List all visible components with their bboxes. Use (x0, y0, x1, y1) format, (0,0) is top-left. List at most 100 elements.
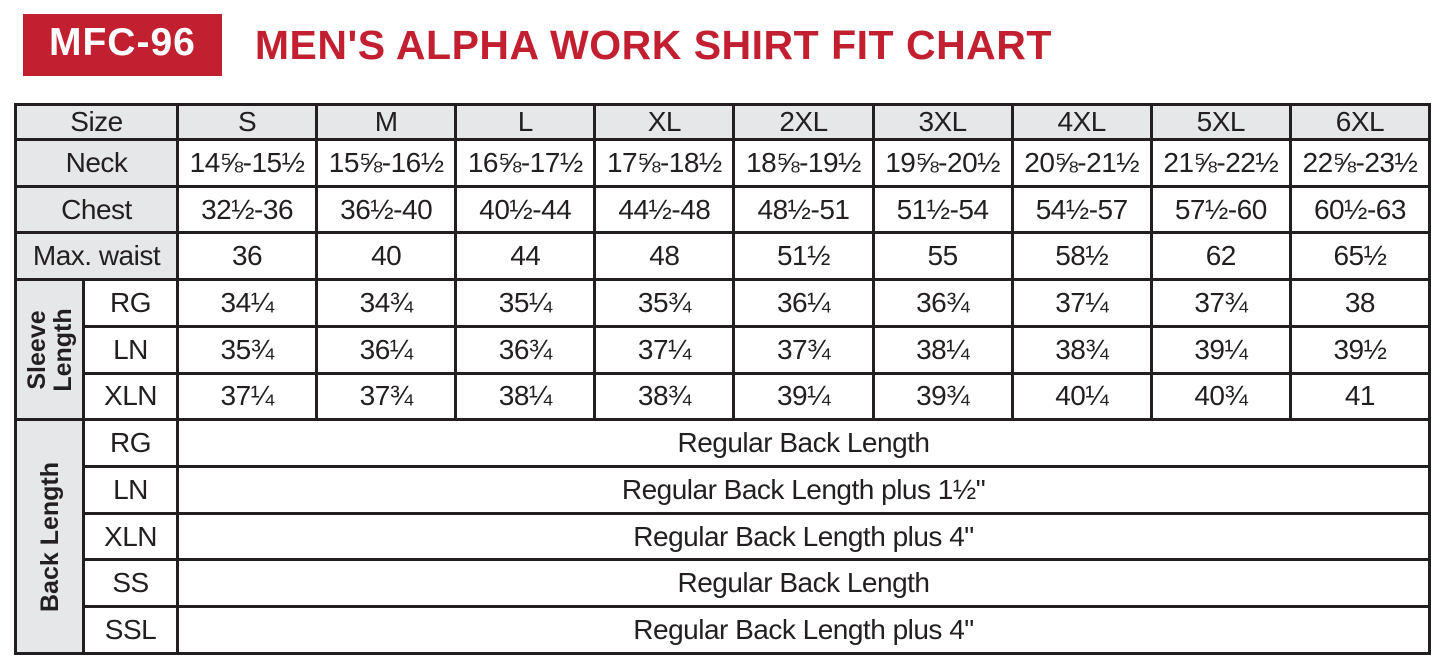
group-label-back-length: Back Length (14, 418, 85, 655)
data-cell: 48 (593, 231, 736, 282)
data-cell: 37¾ (732, 324, 875, 375)
data-cell: 39½ (1288, 324, 1432, 375)
data-cell: 36¼ (315, 324, 458, 375)
sleeve-length-label-text: Sleeve Length (22, 308, 77, 392)
data-cell: 39¼ (732, 371, 875, 422)
data-cell: 38¼ (454, 371, 597, 422)
sub-row-label-xln: XLN (82, 371, 179, 422)
data-cell: 34¼ (175, 278, 319, 328)
data-cell: 21⅝-22½ (1149, 138, 1292, 188)
size-header-5xl: 5XL (1149, 103, 1292, 141)
row-label-chest: Chest (14, 184, 179, 235)
merged-data-cell: Regular Back Length plus 1½" (176, 465, 1431, 515)
data-cell: 36¾ (454, 324, 597, 375)
data-cell: 35¾ (593, 278, 736, 328)
data-cell: 44 (454, 231, 597, 282)
data-cell: 40½-44 (454, 184, 597, 235)
group-label-line: Sleeve (22, 310, 51, 390)
sub-row-label-ln: LN (82, 465, 179, 515)
data-cell: 17⅝-18½ (593, 138, 736, 188)
sub-row-label-ssl: SSL (82, 605, 179, 655)
data-cell: 39¼ (1149, 324, 1292, 375)
data-cell: 14⅝-15½ (175, 138, 319, 188)
merged-data-cell: Regular Back Length (176, 558, 1431, 609)
data-cell: 20⅝-21½ (1010, 138, 1153, 188)
data-cell: 35¾ (175, 324, 319, 375)
size-header-6xl: 6XL (1288, 103, 1432, 141)
data-cell: 36½-40 (315, 184, 458, 235)
back-length-row-rg: Back Length RG Regular Back Length (14, 418, 1431, 655)
merged-data-cell: Regular Back Length plus 4" (176, 605, 1431, 655)
size-header-m: M (315, 103, 458, 141)
product-code-badge: MFC-96 (23, 14, 222, 76)
data-cell: 57½-60 (1149, 184, 1292, 235)
data-cell: 34¾ (315, 278, 458, 328)
group-label-sleeve-length: Sleeve Length (14, 278, 85, 422)
back-length-row-ssl: SSL Regular Back Length plus 4" (16, 605, 1431, 655)
size-header-2xl: 2XL (732, 103, 875, 141)
back-length-row-ss: SS Regular Back Length (16, 558, 1431, 609)
data-cell: 37¼ (1010, 278, 1153, 328)
row-label-max-waist: Max. waist (14, 231, 179, 282)
sub-row-label-rg: RG (82, 278, 179, 328)
fit-chart-table: Size S M L XL 2XL 3XL 4XL 5XL 6XL Neck 14⅝-15½ 15⅝… (14, 103, 1432, 655)
measurement-row-chest: Chest 32½-36 36½-40 40½-44 44½-48 48½-51 51½-5… (14, 184, 1432, 235)
data-cell: 54½-57 (1010, 184, 1153, 235)
size-header-s: S (175, 103, 319, 141)
sub-row-label-xln: XLN (82, 511, 179, 562)
data-cell: 15⅝-16½ (315, 138, 458, 188)
sub-row-label-rg: RG (82, 418, 179, 469)
data-cell: 38¾ (1010, 324, 1153, 375)
data-cell: 22⅝-23½ (1288, 138, 1432, 188)
data-cell: 58½ (1010, 231, 1153, 282)
data-cell: 36¼ (732, 278, 875, 328)
corner-size-label: Size (14, 103, 179, 141)
measurement-row-max-waist: Max. waist 36 40 44 48 51½ 55 58½ 62 65½ (14, 231, 1432, 282)
sub-row-label-ln: LN (82, 324, 179, 375)
data-cell: 19⅝-20½ (871, 138, 1014, 188)
data-cell: 37¾ (315, 371, 458, 422)
data-cell: 60½-63 (1288, 184, 1432, 235)
data-cell: 40¾ (1149, 371, 1292, 422)
sleeve-length-row-xln: XLN 37¼ 37¾ 38¼ 38¾ 39¼ 39¾ 40¼ 40¾ 41 (16, 371, 1432, 422)
data-cell: 36¾ (871, 278, 1014, 328)
table-body: Neck 14⅝-15½ 15⅝-16½ 16⅝-17½ 17⅝-18½ 18⅝-19½ 1… (14, 138, 1432, 655)
back-length-label-text: Back Length (35, 461, 64, 612)
sleeve-length-row-ln: LN 35¾ 36¼ 36¾ 37¼ 37¾ 38¼ 38¾ 39¼ 39½ (16, 324, 1432, 375)
data-cell: 40 (315, 231, 458, 282)
data-cell: 41 (1288, 371, 1432, 422)
data-cell: 36 (175, 231, 319, 282)
data-cell: 39¾ (871, 371, 1014, 422)
data-cell: 37¼ (175, 371, 319, 422)
size-header-3xl: 3XL (871, 103, 1014, 141)
data-cell: 65½ (1288, 231, 1432, 282)
data-cell: 40¼ (1010, 371, 1153, 422)
data-cell: 18⅝-19½ (732, 138, 875, 188)
data-cell: 62 (1149, 231, 1292, 282)
data-cell: 37¾ (1149, 278, 1292, 328)
measurement-row-neck: Neck 14⅝-15½ 15⅝-16½ 16⅝-17½ 17⅝-18½ 18⅝-19½ 1… (14, 138, 1432, 188)
page-title: MEN'S ALPHA WORK SHIRT FIT CHART (254, 21, 1052, 68)
data-cell: 32½-36 (175, 184, 319, 235)
row-label-neck: Neck (14, 138, 179, 188)
merged-data-cell: Regular Back Length (176, 418, 1431, 469)
data-cell: 55 (871, 231, 1014, 282)
size-header-row: Size S M L XL 2XL 3XL 4XL 5XL 6XL (14, 103, 1432, 141)
data-cell: 16⅝-17½ (454, 138, 597, 188)
header: MFC-96 MEN'S ALPHA WORK SHIRT FIT CHART (23, 13, 1052, 77)
merged-data-cell: Regular Back Length plus 4" (176, 511, 1431, 562)
group-label-line: Back Length (35, 461, 64, 612)
back-length-row-xln: XLN Regular Back Length plus 4" (16, 511, 1431, 562)
data-cell: 38 (1288, 278, 1432, 328)
data-cell: 38¾ (593, 371, 736, 422)
size-header-4xl: 4XL (1010, 103, 1153, 141)
sub-row-label-ss: SS (82, 558, 179, 609)
data-cell: 51½-54 (871, 184, 1014, 235)
data-cell: 35¼ (454, 278, 597, 328)
data-cell: 37¼ (593, 324, 736, 375)
data-cell: 48½-51 (732, 184, 875, 235)
group-label-line: Length (48, 308, 77, 392)
size-header-l: L (454, 103, 597, 141)
data-cell: 51½ (732, 231, 875, 282)
data-cell: 38¼ (871, 324, 1014, 375)
